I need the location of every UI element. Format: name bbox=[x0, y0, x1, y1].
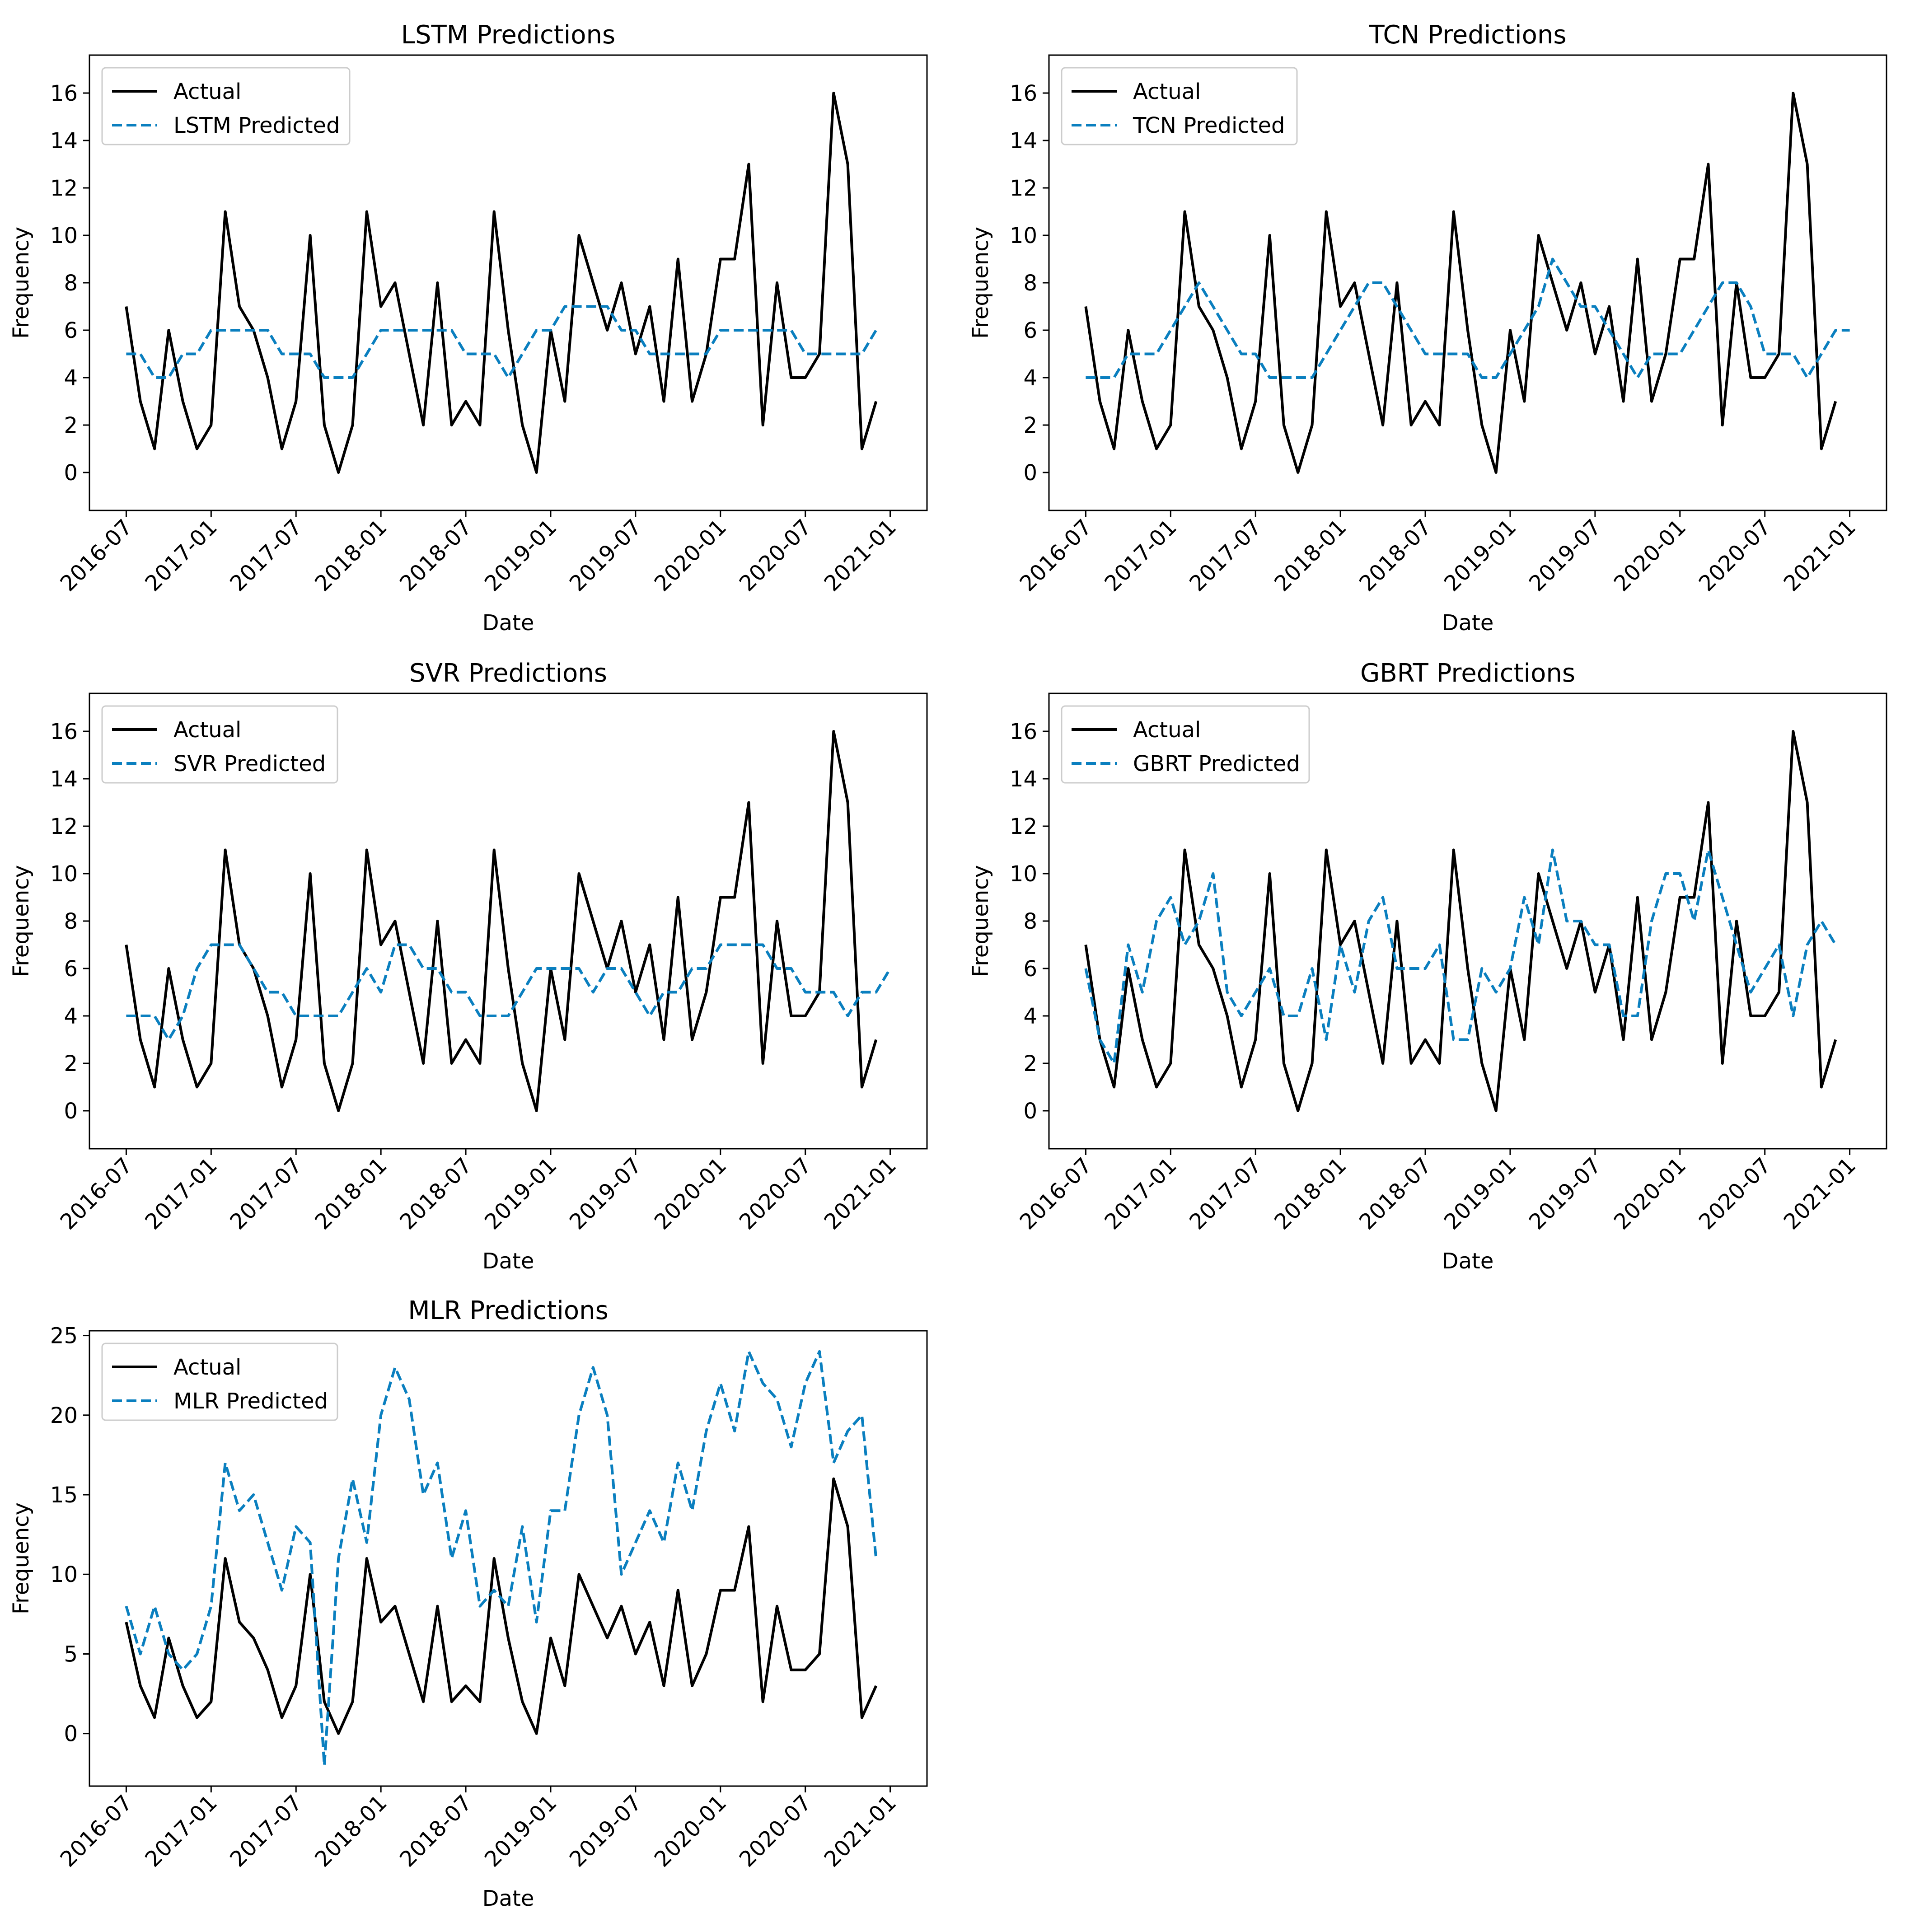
y-tick-label: 25 bbox=[50, 1324, 78, 1349]
x-axis-label: Date bbox=[1442, 610, 1494, 636]
y-tick-label: 12 bbox=[50, 176, 78, 201]
x-axis-label: Date bbox=[1442, 1249, 1494, 1274]
axes-frame bbox=[89, 54, 928, 511]
series-lines bbox=[125, 1350, 878, 1767]
y-axis-label: Frequency bbox=[9, 865, 34, 977]
legend-box bbox=[1061, 705, 1310, 784]
chart-title: TCN Predictions bbox=[1368, 20, 1566, 50]
y-tick-label: 15 bbox=[50, 1483, 78, 1508]
y-tick-label: 12 bbox=[1010, 176, 1037, 201]
y-tick-label: 10 bbox=[50, 223, 78, 248]
y-tick-label: 0 bbox=[1023, 460, 1037, 486]
y-tick-label: 6 bbox=[64, 318, 78, 343]
y-axis-label: Frequency bbox=[9, 1502, 34, 1614]
legend-box bbox=[101, 67, 351, 145]
y-tick-label: 0 bbox=[64, 1099, 78, 1124]
y-axis-label: Frequency bbox=[968, 227, 993, 339]
y-tick-label: 0 bbox=[1023, 1099, 1037, 1124]
legend-label-predicted: MLR Predicted bbox=[173, 1389, 328, 1414]
series-lines bbox=[125, 92, 878, 474]
legend: Actual GBRT Predicted bbox=[1061, 705, 1310, 784]
y-tick-label: 2 bbox=[64, 413, 78, 438]
axes-frame bbox=[1048, 54, 1887, 511]
legend: Actual LSTM Predicted bbox=[101, 67, 351, 145]
legend-label-actual: Actual bbox=[173, 1355, 241, 1380]
y-tick-label: 4 bbox=[64, 1004, 78, 1029]
y-tick-label: 16 bbox=[1010, 719, 1037, 744]
series-line-predicted bbox=[125, 1350, 878, 1767]
y-tick-label: 8 bbox=[64, 909, 78, 934]
y-tick-label: 8 bbox=[1023, 909, 1037, 934]
x-axis-label: Date bbox=[482, 1886, 534, 1911]
y-tick-label: 5 bbox=[64, 1642, 78, 1667]
y-tick-label: 8 bbox=[1023, 271, 1037, 296]
legend-box bbox=[1061, 67, 1298, 145]
y-tick-label: 14 bbox=[1010, 128, 1037, 154]
y-tick-label: 10 bbox=[1010, 223, 1037, 248]
y-tick-label: 6 bbox=[1023, 318, 1037, 343]
y-axis-label: Frequency bbox=[9, 227, 34, 339]
y-tick-label: 6 bbox=[1023, 956, 1037, 982]
legend-box bbox=[101, 1343, 338, 1421]
axes-frame bbox=[89, 692, 928, 1150]
axes-frame bbox=[1048, 692, 1887, 1150]
series-line-predicted bbox=[1086, 257, 1850, 379]
y-tick-label: 2 bbox=[64, 1051, 78, 1076]
y-tick-label: 10 bbox=[50, 861, 78, 887]
chart-title: LSTM Predictions bbox=[401, 20, 615, 50]
legend-label-predicted: LSTM Predicted bbox=[173, 113, 340, 138]
y-tick-label: 0 bbox=[64, 1721, 78, 1747]
series-lines bbox=[1084, 92, 1850, 474]
x-axis-label: Date bbox=[482, 610, 534, 636]
legend-label-actual: Actual bbox=[1133, 717, 1201, 743]
y-tick-label: 12 bbox=[1010, 814, 1037, 839]
y-tick-label: 10 bbox=[50, 1562, 78, 1587]
y-tick-label: 2 bbox=[1023, 413, 1037, 438]
y-tick-label: 14 bbox=[50, 128, 78, 154]
y-tick-label: 4 bbox=[64, 365, 78, 391]
chart-title: GBRT Predictions bbox=[1360, 659, 1575, 688]
y-tick-label: 16 bbox=[50, 81, 78, 106]
y-tick-label: 0 bbox=[64, 460, 78, 486]
series-line-actual bbox=[125, 92, 878, 474]
series-line-actual bbox=[1084, 92, 1837, 474]
legend: Actual MLR Predicted bbox=[101, 1343, 338, 1421]
legend: Actual TCN Predicted bbox=[1061, 67, 1298, 145]
legend-label-predicted: SVR Predicted bbox=[173, 751, 326, 777]
y-tick-label: 4 bbox=[1023, 1004, 1037, 1029]
series-lines bbox=[125, 730, 892, 1112]
y-tick-label: 4 bbox=[1023, 365, 1037, 391]
y-tick-label: 6 bbox=[64, 956, 78, 982]
series-line-predicted bbox=[126, 943, 892, 1041]
series-line-actual bbox=[1084, 730, 1837, 1112]
y-tick-label: 14 bbox=[1010, 767, 1037, 792]
y-axis-label: Frequency bbox=[968, 865, 993, 977]
y-tick-label: 8 bbox=[64, 271, 78, 296]
y-tick-label: 16 bbox=[1010, 81, 1037, 106]
series-line-predicted bbox=[1084, 848, 1837, 1065]
y-tick-label: 10 bbox=[1010, 861, 1037, 887]
legend-label-predicted: GBRT Predicted bbox=[1133, 751, 1300, 777]
legend-label-actual: Actual bbox=[1133, 79, 1201, 104]
series-lines bbox=[1084, 730, 1837, 1112]
legend-label-predicted: TCN Predicted bbox=[1133, 113, 1285, 138]
legend-label-actual: Actual bbox=[173, 717, 241, 743]
series-line-predicted bbox=[126, 305, 877, 379]
y-tick-label: 2 bbox=[1023, 1051, 1037, 1076]
legend-label-actual: Actual bbox=[173, 79, 241, 104]
x-axis-label: Date bbox=[482, 1249, 534, 1274]
axes-frame bbox=[89, 1330, 928, 1787]
legend-box bbox=[101, 705, 338, 784]
y-tick-label: 20 bbox=[50, 1403, 78, 1428]
chart-title: MLR Predictions bbox=[408, 1296, 609, 1325]
y-tick-label: 14 bbox=[50, 767, 78, 792]
y-tick-label: 12 bbox=[50, 814, 78, 839]
y-tick-label: 16 bbox=[50, 719, 78, 744]
chart-title: SVR Predictions bbox=[409, 659, 607, 688]
legend: Actual SVR Predicted bbox=[101, 705, 338, 784]
